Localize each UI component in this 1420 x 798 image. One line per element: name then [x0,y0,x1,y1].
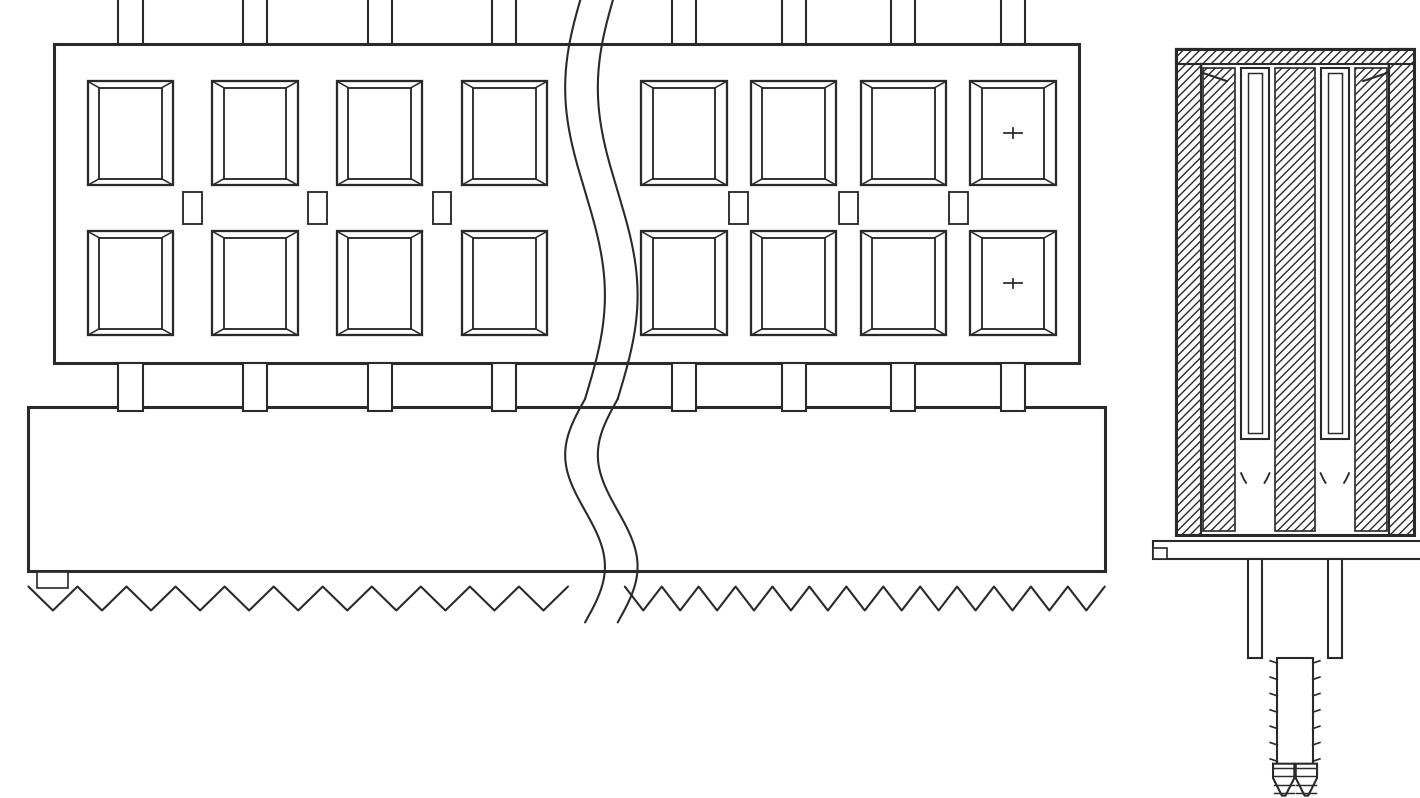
Bar [224,88,287,179]
Bar [1001,363,1025,411]
Bar [642,231,727,335]
Bar [861,81,946,185]
Bar [751,81,836,185]
Bar [653,238,716,329]
Bar [872,88,934,179]
Bar [1176,49,1201,535]
Bar [1176,49,1414,64]
Bar [872,238,934,329]
Bar [308,192,327,224]
Bar [892,363,916,411]
Bar [1153,541,1420,559]
Bar [1201,68,1389,531]
Bar [839,192,858,224]
Bar [493,0,517,44]
Bar [99,88,162,179]
Bar [28,407,1105,571]
Bar [1241,68,1269,439]
Bar [781,363,805,411]
Bar [337,231,422,335]
Bar [1248,73,1262,433]
Bar [1001,0,1025,44]
Bar [1328,559,1342,658]
Bar [243,363,267,411]
Bar [243,0,267,44]
Bar [892,0,916,44]
Bar [118,363,142,411]
Bar [118,0,142,44]
Bar [462,81,547,185]
Bar [1389,49,1414,535]
Bar [473,238,535,329]
Bar [1275,68,1315,531]
Bar [1203,68,1235,531]
Bar [642,81,727,185]
Bar [213,81,298,185]
Bar [337,81,422,185]
Bar [730,192,748,224]
Bar [781,0,805,44]
Bar [88,231,173,335]
Bar [1176,49,1414,535]
Bar [763,88,825,179]
Bar [949,192,967,224]
Bar [433,192,452,224]
Bar [1248,559,1262,658]
Bar [981,238,1044,329]
Bar [368,363,392,411]
Bar [224,238,287,329]
Bar [763,238,825,329]
Polygon shape [1274,764,1295,796]
Bar [493,363,517,411]
Bar [1153,548,1167,559]
Bar [54,44,1079,363]
Bar [970,81,1055,185]
Bar [213,231,298,335]
Bar [99,238,162,329]
Bar [183,192,202,224]
Bar [970,231,1055,335]
Bar [672,0,696,44]
Bar [462,231,547,335]
Bar [751,231,836,335]
Bar [88,81,173,185]
Bar [653,88,716,179]
Bar [37,572,68,588]
Bar [473,88,535,179]
Bar [861,231,946,335]
Bar [1278,658,1314,768]
Bar [368,0,392,44]
Bar [1328,73,1342,433]
Bar [348,88,410,179]
Bar [672,363,696,411]
Polygon shape [1296,764,1318,796]
Bar [981,88,1044,179]
Bar [348,238,410,329]
Bar [1355,68,1387,531]
Bar [1321,68,1349,439]
